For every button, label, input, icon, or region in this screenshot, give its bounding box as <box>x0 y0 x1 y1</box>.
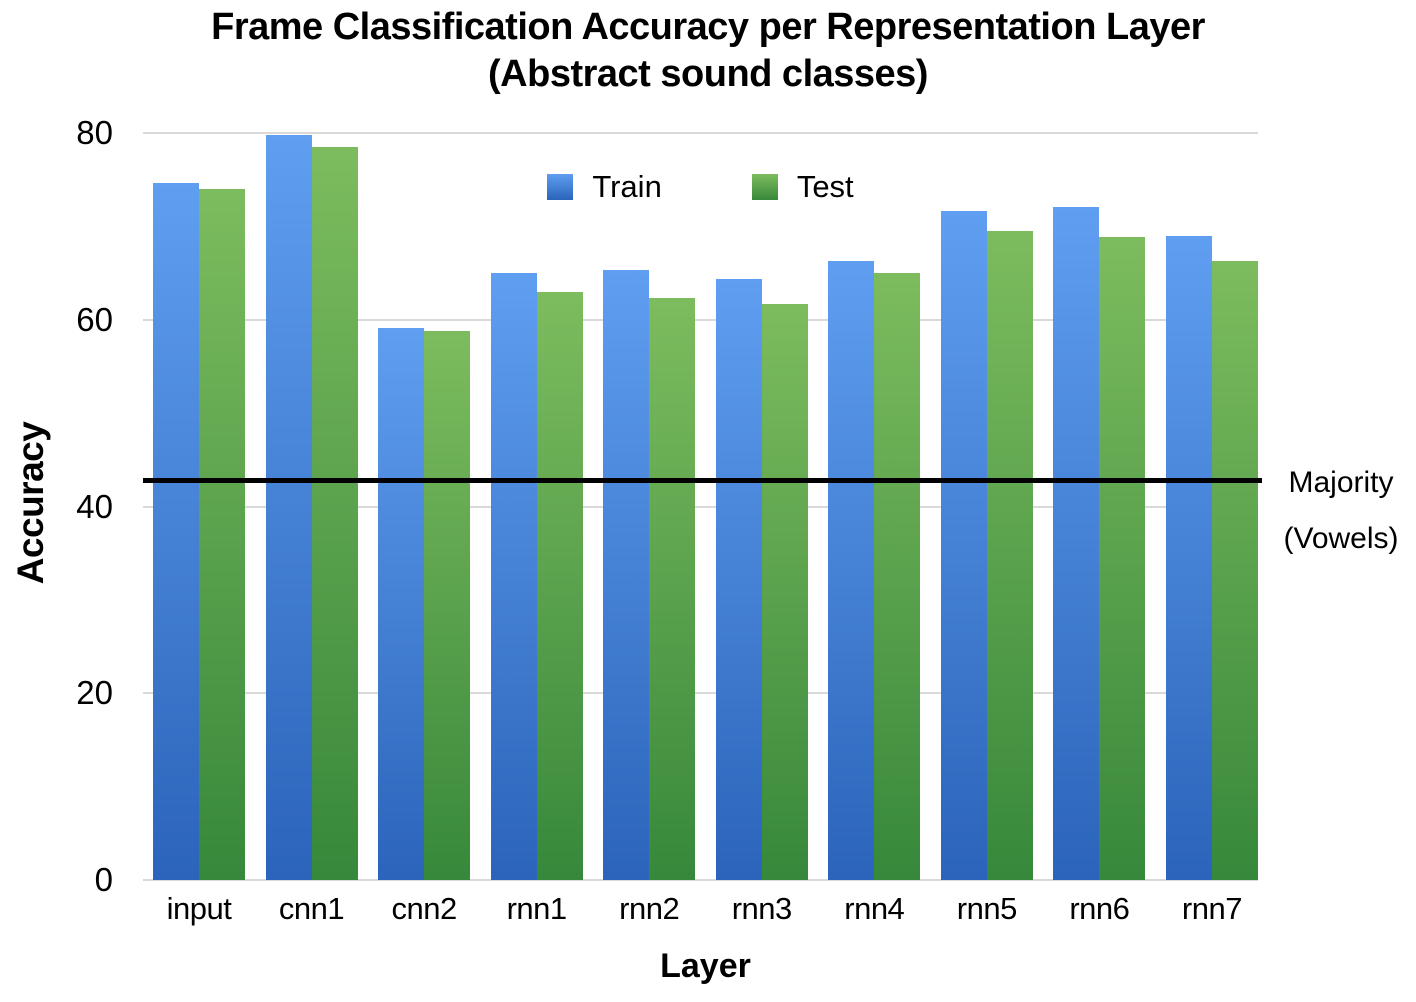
gridline-0 <box>143 879 1258 881</box>
x-tick-label-cnn2: cnn2 <box>391 891 457 926</box>
chart-title-line-1: Frame Classification Accuracy per Repres… <box>211 6 1205 48</box>
gridline-40 <box>143 505 1258 508</box>
bar-test-rnn4 <box>874 273 921 880</box>
x-tick-label-rnn1: rnn1 <box>506 891 568 926</box>
gridline-80 <box>143 132 1258 134</box>
majority-annotation-line-1: Majority <box>1288 466 1394 499</box>
x-tick-label-rnn5: rnn5 <box>956 891 1018 926</box>
bar-train-rnn3 <box>715 278 762 880</box>
bar-group-rnn2 <box>603 133 696 880</box>
bar-train-cnn1 <box>265 134 312 880</box>
bar-train-rnn2 <box>603 270 650 880</box>
bar-group-rnn3 <box>715 133 808 880</box>
bars-container <box>153 133 1258 880</box>
bar-group-rnn7 <box>1165 133 1258 880</box>
x-tick-label-rnn7: rnn7 <box>1181 891 1243 926</box>
x-tick-label-input: input <box>166 891 232 926</box>
y-tick-label-20: 20 <box>76 674 113 712</box>
majority-reference-line <box>143 478 1262 484</box>
x-axis-labels: input cnn1 cnn2 rnn1 rnn2 rnn3 rnn4 rnn5 rnn6 rnn… <box>153 891 1258 927</box>
bar-group-cnn2 <box>378 133 471 880</box>
bar-test-input <box>199 189 245 880</box>
chart-title-line-2: (Abstract sound classes) <box>488 53 928 95</box>
x-tick-label-rnn2: rnn2 <box>619 891 680 926</box>
gridline-20 <box>143 692 1258 695</box>
bar-train-rnn7 <box>1165 235 1212 880</box>
bar-test-rnn2 <box>649 298 696 880</box>
gridline-60 <box>143 318 1258 321</box>
x-axis-title: Layer <box>660 947 751 985</box>
bar-train-rnn1 <box>490 273 537 880</box>
y-axis: 0 20 40 60 80 <box>0 114 113 898</box>
majority-annotation-line-2: (Vowels) <box>1283 522 1399 555</box>
bar-test-cnn1 <box>311 147 358 880</box>
legend-label-train: Train <box>592 169 662 204</box>
legend-swatch-train <box>547 174 574 200</box>
bar-train-input <box>153 183 199 880</box>
x-tick-label-rnn4: rnn4 <box>844 891 905 926</box>
bar-test-rnn6 <box>1099 236 1146 880</box>
bar-group-rnn4 <box>828 133 921 880</box>
bar-test-rnn1 <box>536 291 583 880</box>
y-tick-label-0: 0 <box>94 861 113 898</box>
y-tick-label-60: 60 <box>76 300 113 338</box>
bar-test-cnn2 <box>424 330 471 880</box>
bar-train-rnn4 <box>828 260 875 880</box>
x-tick-label-cnn1: cnn1 <box>278 891 345 926</box>
legend-swatch-test <box>751 174 778 200</box>
y-tick-label-40: 40 <box>76 487 113 525</box>
legend-item-train: Train <box>547 169 662 205</box>
bar-test-rnn7 <box>1211 260 1258 880</box>
bar-train-cnn2 <box>378 328 425 880</box>
x-tick-label-rnn3: rnn3 <box>731 891 793 926</box>
bar-test-rnn3 <box>761 303 808 880</box>
bar-group-cnn1 <box>265 133 358 880</box>
bar-group-rnn5 <box>940 133 1033 880</box>
y-axis-title: Accuracy <box>10 421 51 585</box>
chart-title: Frame Classification Accuracy per Repres… <box>0 4 1416 98</box>
bar-group-rnn6 <box>1053 133 1146 880</box>
legend-item-test: Test <box>751 169 854 205</box>
bar-test-rnn5 <box>986 231 1033 880</box>
bar-group-rnn1 <box>490 133 583 880</box>
legend-label-test: Test <box>796 169 854 204</box>
bar-group-input <box>153 133 245 880</box>
legend: Train Test <box>143 169 1258 205</box>
bar-train-rnn5 <box>940 210 987 880</box>
majority-annotation: Majority (Vowels) <box>1266 455 1416 567</box>
x-tick-label-rnn6: rnn6 <box>1069 891 1130 926</box>
bar-train-rnn6 <box>1053 206 1100 880</box>
y-tick-label-80: 80 <box>76 114 113 151</box>
plot-area <box>143 132 1262 881</box>
